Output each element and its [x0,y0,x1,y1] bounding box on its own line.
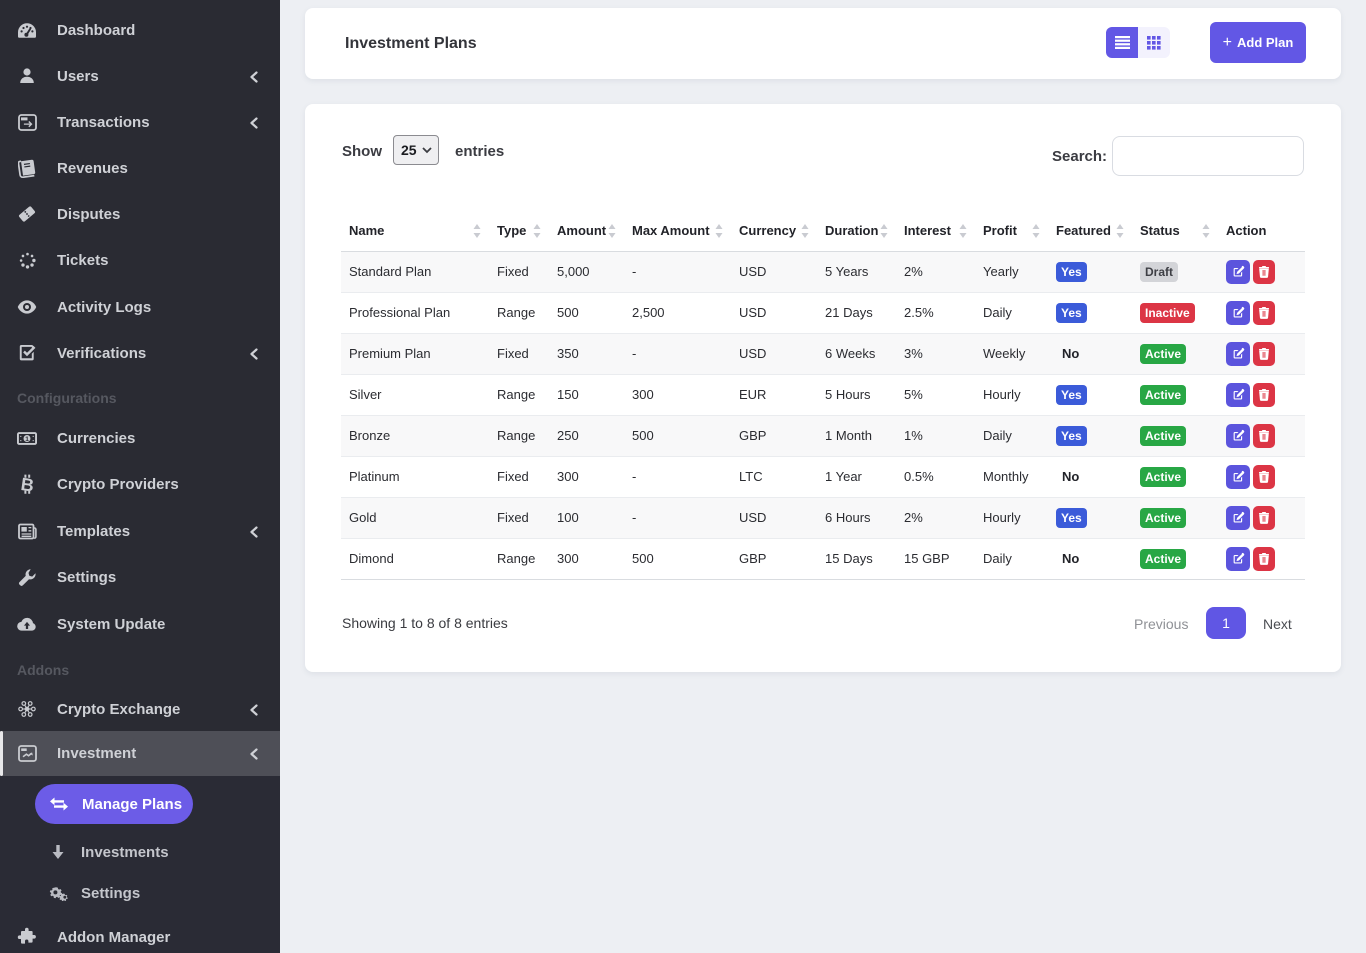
svg-text:B: B [19,474,35,495]
svg-text:1: 1 [25,435,29,442]
